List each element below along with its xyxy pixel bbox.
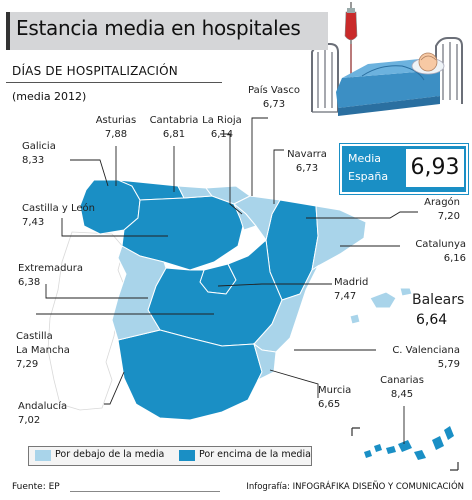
canarias-inset (351, 427, 459, 471)
label-andalucia: Andalucía 7,02 (18, 401, 68, 426)
subtitle-rule (6, 82, 222, 83)
label-balears-name: Balears (412, 292, 465, 308)
leader-lines (36, 117, 418, 444)
subtitle: DÍAS DE HOSPITALIZACIÓN (12, 64, 178, 78)
year-note: (media 2012) (12, 90, 87, 103)
region-la-rioja[interactable] (233, 203, 257, 231)
region-canarias[interactable] (364, 426, 454, 460)
footer-rule (70, 491, 220, 492)
label-galicia: Galicia 8,33 (22, 141, 56, 166)
label-c-valenciana: C. Valenciana 5,79 (392, 345, 460, 370)
label-canarias: Canarias 8,45 (380, 375, 424, 400)
label-murcia: Murcia 6,65 (318, 385, 352, 410)
label-aragon: Aragón 7,20 (424, 197, 460, 222)
title-bar (6, 12, 328, 50)
national-average-value: 6,93 (406, 149, 464, 187)
portugal-region (47, 231, 127, 411)
region-balears[interactable] (349, 287, 413, 325)
national-average-label: Media España (348, 152, 389, 183)
legend-swatch-below (35, 450, 51, 461)
footer-source: Fuente: EP (12, 482, 60, 492)
legend-label-below: Por debajo de la media (55, 449, 165, 460)
label-asturias: Asturias 7,88 (95, 115, 137, 140)
label-la-rioja: La Rioja 6,14 (202, 115, 242, 140)
region-murcia[interactable] (253, 342, 277, 382)
label-madrid: Madrid 7,47 (334, 277, 369, 302)
national-average-box: Media España 6,93 (340, 144, 468, 194)
label-navarra: Navarra 6,73 (287, 149, 327, 174)
label-castilla-leon: Castilla y León 7,43 (22, 203, 95, 228)
region-catalunya[interactable] (311, 205, 367, 272)
label-extremadura: Extremadura 6,38 (18, 263, 83, 288)
label-castilla-la-mancha: Castilla La Mancha 7,29 (16, 331, 70, 370)
legend-label-above: Por encima de la media (199, 449, 311, 460)
page-title: Estancia media en hospitales (16, 16, 301, 40)
legend-swatch-above (179, 450, 195, 461)
region-extremadura[interactable] (111, 245, 167, 341)
label-catalunya: Catalunya 6,16 (415, 239, 466, 264)
hospital-bed-illustration (311, 2, 463, 116)
label-balears-value: 6,64 (416, 312, 448, 328)
label-cantabria: Cantabria 6,81 (149, 115, 199, 140)
region-andalucia[interactable] (117, 329, 263, 421)
footer-credit: Infografía: INFOGRÁFIKA DISEÑO Y COMUNIC… (246, 482, 464, 492)
map-legend: Por debajo de la media Por encima de la … (28, 446, 312, 466)
label-pais-vasco: País Vasco 6,73 (248, 85, 300, 110)
